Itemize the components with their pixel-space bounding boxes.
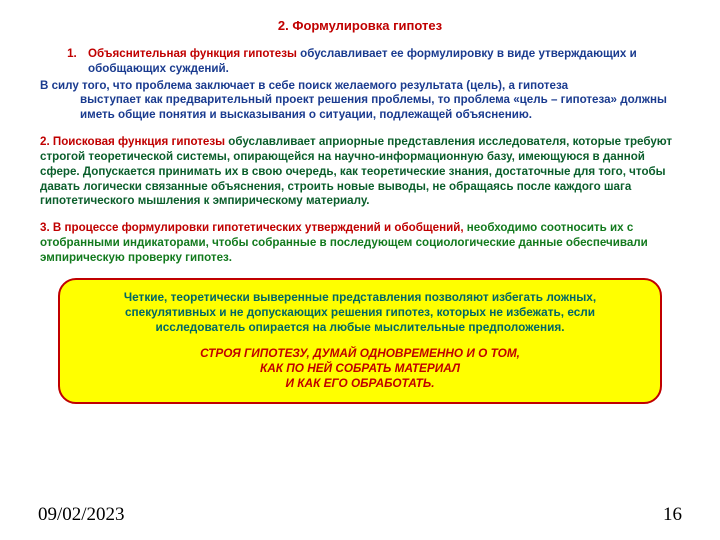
list-item-1: Объяснительная функция гипотезы обуславл… [80,47,682,77]
item3-lead: 3. В процессе формулировки гипотетически… [40,221,464,234]
callout-paragraph: Четкие, теоретически выверенные представ… [82,290,638,336]
item1-lead: Объяснительная функция гипотезы [88,47,297,60]
callout-box: Четкие, теоретически выверенные представ… [58,278,662,404]
callout-line-2: КАК ПО НЕЙ СОБРАТЬ МАТЕРИАЛ [82,361,638,376]
callout-line-1: СТРОЯ ГИПОТЕЗУ, ДУМАЙ ОДНОВРЕМЕННО И О Т… [82,346,638,361]
slide: 2. Формулировка гипотез Объяснительная ф… [0,0,720,540]
callout-line-2-text: КАК ПО НЕЙ СОБРАТЬ МАТЕРИАЛ [260,361,460,375]
callout-line-3-text: И КАК ЕГО ОБРАБОТАТЬ. [286,376,435,390]
item-2: 2. Поисковая функция гипотезы обуславлив… [38,135,682,209]
item2-lead: 2. Поисковая функция гипотезы [40,135,225,148]
item-3: 3. В процессе формулировки гипотетически… [38,221,682,265]
footer-date: 09/02/2023 [38,504,125,526]
slide-footer: 09/02/2023 16 [38,504,682,526]
footer-page-number: 16 [663,504,682,526]
item1-blue-line1: В силу того, что проблема заключает в се… [38,79,682,94]
callout-line-3: И КАК ЕГО ОБРАБОТАТЬ. [82,376,638,391]
item1-blue-cont: выступает как предварительный проект реш… [38,93,682,123]
ordered-list: Объяснительная функция гипотезы обуславл… [38,47,682,77]
callout-line-1-text: СТРОЯ ГИПОТЕЗУ, ДУМАЙ ОДНОВРЕМЕННО И О Т… [200,346,520,360]
slide-title: 2. Формулировка гипотез [38,18,682,33]
item-1: Объяснительная функция гипотезы обуславл… [38,47,682,123]
